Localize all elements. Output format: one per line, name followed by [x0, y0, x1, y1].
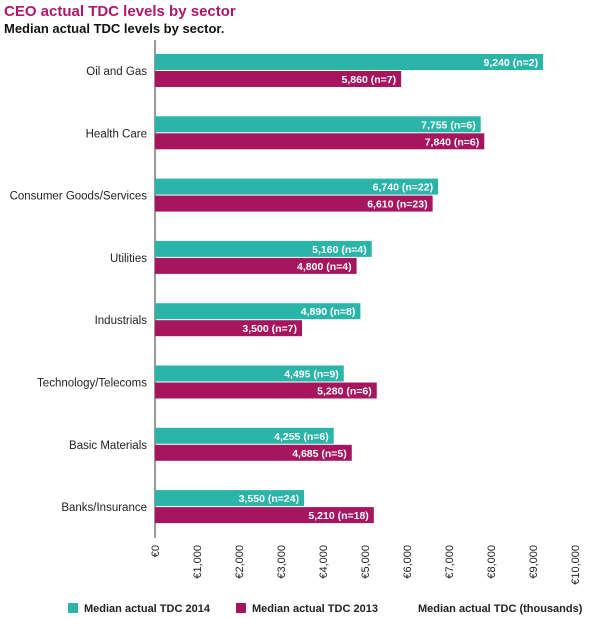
bar-2013 — [155, 133, 485, 150]
x-tick-label: €8,000 — [486, 545, 498, 579]
data-label: 4,685 (n=5) — [292, 448, 347, 460]
data-label: 3,500 (n=7) — [242, 323, 297, 335]
category-label: Health Care — [86, 128, 147, 140]
legend-swatch-2013 — [236, 603, 246, 613]
data-label: 5,160 (n=4) — [312, 244, 367, 256]
bar-2014 — [155, 54, 544, 70]
x-tick-label: €2,000 — [234, 545, 246, 579]
data-label: 6,610 (n=23) — [367, 199, 427, 211]
data-label: 4,890 (n=8) — [301, 306, 356, 318]
category-label: Technology/Telecoms — [37, 378, 147, 390]
x-tick-label: €0 — [150, 545, 162, 557]
x-tick-label: €5,000 — [360, 545, 372, 579]
legend-label-2013: Median actual TDC 2013 — [252, 603, 378, 615]
x-tick-label: €9,000 — [528, 545, 540, 579]
x-tick-label: €1,000 — [192, 545, 204, 579]
data-label: 5,210 (n=18) — [308, 510, 368, 522]
data-label: 6,740 (n=22) — [373, 182, 433, 194]
category-label: Oil and Gas — [86, 66, 147, 78]
x-axis-title: Median actual TDC (thousands) — [418, 603, 583, 615]
data-label: 4,255 (n=6) — [274, 431, 329, 443]
bar-2013 — [155, 507, 374, 524]
legend-label-2014: Median actual TDC 2014 — [84, 603, 211, 615]
legend-swatch-2014 — [68, 603, 78, 613]
data-label: 9,240 (n=2) — [484, 57, 539, 69]
bar-2014 — [155, 303, 361, 320]
category-label: Utilities — [110, 253, 147, 265]
data-label: 4,495 (n=9) — [284, 369, 339, 381]
bar-2014 — [155, 178, 439, 195]
data-label: 4,800 (n=4) — [297, 261, 352, 273]
bar-2014 — [155, 427, 334, 444]
bar-2013 — [155, 444, 352, 461]
category-label: Banks/Insurance — [61, 502, 147, 514]
bar-2013 — [155, 257, 357, 274]
data-label: 7,840 (n=6) — [425, 136, 480, 148]
x-tick-label: €3,000 — [276, 545, 288, 579]
chart-subtitle: Median actual TDC levels by sector. — [4, 21, 225, 36]
bar-2013 — [155, 320, 302, 337]
x-tick-label: €4,000 — [318, 545, 330, 579]
chart-title: CEO actual TDC levels by sector — [4, 3, 236, 20]
data-label: 3,550 (n=24) — [239, 493, 299, 505]
bar-2014 — [155, 116, 481, 133]
category-label: Industrials — [95, 315, 148, 327]
x-tick-label: €10,000 — [570, 545, 582, 585]
data-label: 5,860 (n=7) — [342, 74, 397, 86]
bar-2014 — [155, 490, 305, 507]
category-label: Consumer Goods/Services — [10, 191, 148, 203]
data-label: 5,280 (n=6) — [317, 386, 372, 398]
category-label: Basic Materials — [69, 440, 147, 452]
bar-2013 — [155, 382, 377, 399]
x-tick-label: €7,000 — [444, 545, 456, 579]
bar-2013 — [155, 71, 402, 87]
bar-2013 — [155, 195, 433, 212]
bar-2014 — [155, 240, 372, 257]
bar-2014 — [155, 365, 344, 382]
x-tick-label: €6,000 — [402, 545, 414, 579]
data-label: 7,755 (n=6) — [421, 119, 476, 131]
